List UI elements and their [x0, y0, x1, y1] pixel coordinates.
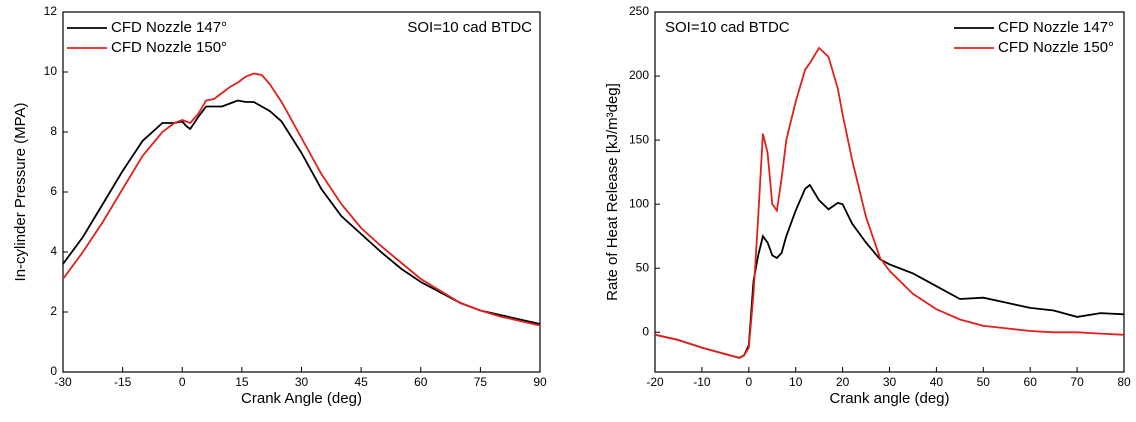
x-tick-label: 40: [930, 375, 944, 389]
plot-frame: [62, 11, 541, 373]
x-tick-label: 10: [789, 375, 803, 389]
y-tick-label: 10: [44, 64, 58, 78]
legend-label: CFD Nozzle 150°: [998, 39, 1114, 56]
x-tick-label: 90: [533, 375, 547, 389]
y-tick-label: 250: [629, 4, 649, 18]
annotation: SOI=10 cad BTDC: [665, 19, 790, 36]
legend-label: CFD Nozzle 150°: [111, 39, 227, 56]
y-tick-label: 4: [50, 244, 57, 258]
x-tick-label: 0: [179, 375, 186, 389]
x-tick-label: 50: [977, 375, 991, 389]
legend-label: CFD Nozzle 147°: [998, 19, 1114, 36]
x-tick-label: 30: [295, 375, 309, 389]
x-tick-label: 0: [745, 375, 752, 389]
y-axis-label: Rate of Heat Release [kJ/m³deg]: [604, 83, 621, 301]
y-tick-label: 100: [629, 196, 649, 210]
x-tick-label: 75: [474, 375, 488, 389]
y-tick-label: 0: [642, 324, 649, 338]
x-tick-label: -30: [54, 375, 72, 389]
x-tick-label: 30: [883, 375, 897, 389]
y-tick-label: 50: [636, 260, 650, 274]
y-tick-label: 150: [629, 132, 649, 146]
x-tick-label: -10: [693, 375, 711, 389]
series-line: [654, 46, 1125, 359]
x-axis-label: Crank Angle (deg): [241, 390, 362, 407]
annotation: SOI=10 cad BTDC: [407, 19, 532, 36]
y-axis-label: In-cylinder Pressure (MPA): [12, 103, 29, 282]
series-line: [62, 99, 541, 325]
x-tick-label: 60: [414, 375, 428, 389]
x-tick-label: 20: [836, 375, 850, 389]
plot-frame: [654, 11, 1125, 373]
y-tick-label: 8: [50, 124, 57, 138]
y-tick-label: 12: [44, 4, 58, 18]
y-tick-label: 0: [50, 364, 57, 378]
legend-label: CFD Nozzle 147°: [111, 19, 227, 36]
x-tick-label: -20: [646, 375, 664, 389]
series-line: [62, 72, 541, 327]
x-axis-label: Crank angle (deg): [829, 390, 949, 407]
x-tick-label: 80: [1117, 375, 1131, 389]
x-tick-label: -15: [114, 375, 132, 389]
x-tick-label: 60: [1024, 375, 1038, 389]
x-tick-label: 45: [354, 375, 368, 389]
x-tick-label: 70: [1070, 375, 1084, 389]
y-tick-label: 6: [50, 184, 57, 198]
x-tick-label: 15: [235, 375, 249, 389]
y-tick-label: 2: [50, 304, 57, 318]
y-tick-label: 200: [629, 68, 649, 82]
